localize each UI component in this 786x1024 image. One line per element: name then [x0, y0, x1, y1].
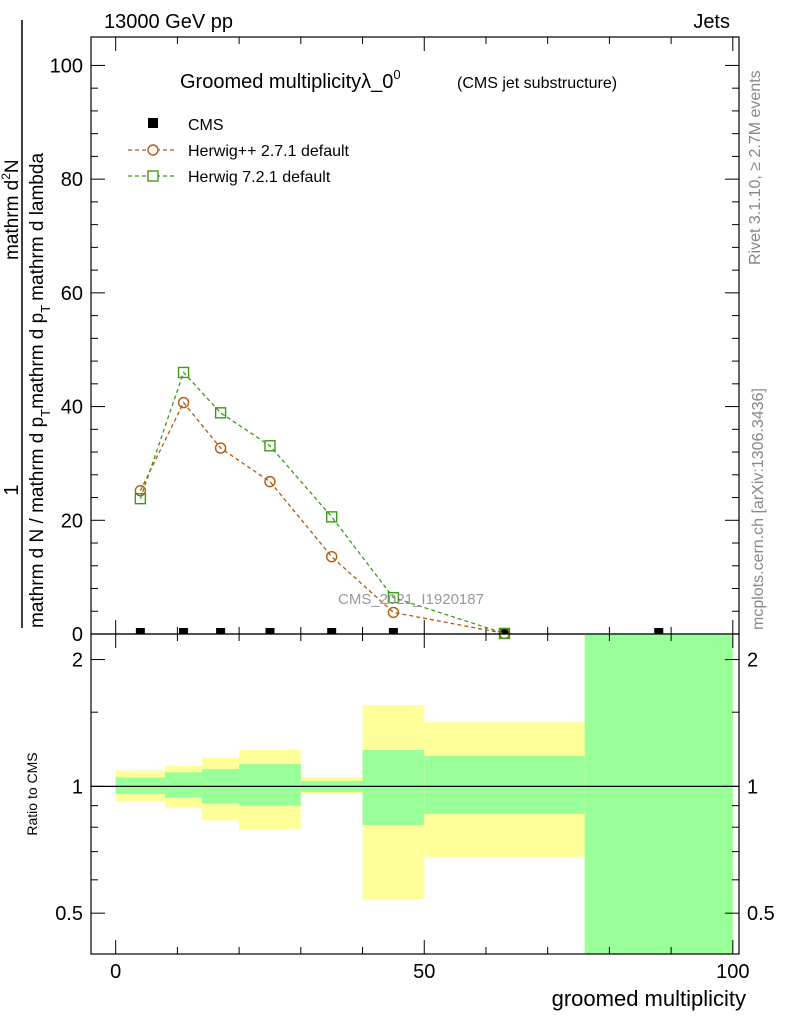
- data-point: [179, 628, 189, 634]
- data-point: [216, 628, 226, 634]
- legend-marker: [148, 118, 158, 128]
- legend-label: CMS: [188, 117, 224, 134]
- xtick-label: 0: [110, 961, 121, 983]
- main-subtitle: (CMS jet substructure): [457, 75, 617, 92]
- ratio-bands: [115, 634, 733, 954]
- data-point: [265, 628, 275, 634]
- ylabel-top-rest: N: [2, 159, 23, 173]
- data-point: [325, 550, 338, 563]
- data-point: [134, 492, 147, 505]
- svg-text:Groomed multiplicityλ_00: Groomed multiplicityλ_00: [180, 67, 401, 93]
- series-2: [134, 366, 511, 640]
- legend-item: Herwig++ 2.7.1 default: [128, 143, 350, 160]
- mcplots-label: mcplots.cern.ch [arXiv:1306.3436]: [750, 388, 767, 630]
- main-ytick-label: 100: [50, 55, 83, 77]
- main-title-text: Groomed multiplicityλ_0: [180, 71, 393, 93]
- data-point: [499, 628, 509, 634]
- ratio-ytick-label: 2: [72, 650, 83, 672]
- legend-marker: [147, 170, 159, 182]
- ratio-band-inner: [424, 756, 585, 814]
- ratio-band-inner: [165, 772, 203, 798]
- legend-marker: [147, 144, 159, 156]
- ratio-band-inner: [584, 634, 733, 954]
- main-ytick-label: 60: [61, 283, 83, 305]
- xtick-label: 100: [716, 961, 749, 983]
- ylabel-denominator: mathrm d N / mathrm d p: [27, 417, 48, 628]
- series-line: [139, 371, 505, 635]
- ratio-ytick-label: 1: [72, 776, 83, 798]
- ylabel-top-sup: 2: [0, 173, 13, 180]
- svg-text:mathrm d N / mathrm d pTmathrm: mathrm d N / mathrm d pTmathrm d pTmathr…: [27, 153, 53, 628]
- legend-label: Herwig++ 2.7.1 default: [188, 143, 350, 160]
- data-point: [654, 628, 664, 634]
- data-point: [327, 628, 337, 634]
- series-0: [135, 628, 664, 634]
- main-ytick-label: 0: [72, 624, 83, 646]
- ratio-panel: 0.5 0.5 1 1 2 2 0 50 100: [55, 633, 775, 983]
- ylabel-sub-1: T: [38, 409, 53, 417]
- data-point: [177, 366, 190, 379]
- data-point: [387, 591, 400, 604]
- legend-item: CMS: [148, 117, 224, 134]
- data-point: [264, 440, 276, 452]
- analysis-watermark: CMS_2021_I1920187: [338, 591, 484, 608]
- data-point: [387, 606, 400, 619]
- data-point: [264, 475, 276, 488]
- main-series: [134, 366, 664, 640]
- ylabel-top: mathrm d: [2, 180, 23, 260]
- ratio-band-inner: [239, 764, 301, 806]
- main-ytick-label: 20: [61, 510, 83, 532]
- x-axis-label: groomed multiplicity: [552, 986, 746, 1011]
- main-panel: 0 20 40 60 80 100 CMS_2021_I1920187: [50, 36, 740, 646]
- ylabel-numerator: 1: [1, 484, 23, 495]
- ylabel-main-tail: mathrm d lambda: [27, 153, 48, 301]
- data-point: [135, 628, 145, 634]
- main-title: Groomed multiplicityλ_00 (CMS jet substr…: [180, 67, 617, 93]
- main-ticks: 0 20 40 60 80 100: [50, 37, 739, 646]
- process-label: Jets: [693, 11, 730, 33]
- ylabel-main-rest: mathrm d p: [27, 313, 48, 409]
- ratio-ytick-label-right: 1: [747, 776, 758, 798]
- svg-text:mathrm d2N: mathrm d2N: [0, 159, 23, 260]
- ratio-band-inner: [115, 777, 166, 794]
- data-point: [388, 628, 398, 634]
- ylabel-sub-2: T: [38, 305, 53, 313]
- legend-item: Herwig 7.2.1 default: [128, 169, 331, 186]
- legend-label: Herwig 7.2.1 default: [188, 169, 331, 186]
- ratio-ylabel: Ratio to CMS: [24, 752, 40, 835]
- ratio-ytick-label: 0.5: [55, 903, 83, 925]
- main-title-sup: 0: [393, 67, 400, 82]
- ratio-ytick-label-right: 0.5: [747, 903, 775, 925]
- legend: CMS Herwig++ 2.7.1 default Herwig 7.2.1 de…: [128, 117, 350, 186]
- ratio-ytick-label-right: 2: [747, 650, 758, 672]
- energy-label: 13000 GeV pp: [104, 11, 233, 33]
- data-point: [214, 407, 227, 419]
- data-point: [214, 442, 227, 454]
- main-ytick-label: 40: [61, 397, 83, 419]
- data-point: [325, 511, 338, 523]
- main-ylabel: 1 mathrm d N / mathrm d pTmathrm d pTmat…: [0, 20, 53, 628]
- ratio-ticks: 0.5 0.5 1 1 2 2 0 50 100: [55, 634, 775, 983]
- series-line: [139, 401, 505, 635]
- xtick-label: 50: [413, 961, 435, 983]
- ratio-band-inner: [362, 749, 425, 825]
- rivet-label: Rivet 3.1.10, ≥ 2.7M events: [747, 70, 764, 265]
- main-ytick-label: 80: [61, 169, 83, 191]
- data-point: [177, 396, 190, 409]
- ratio-frame: [90, 633, 740, 955]
- data-point: [134, 485, 147, 497]
